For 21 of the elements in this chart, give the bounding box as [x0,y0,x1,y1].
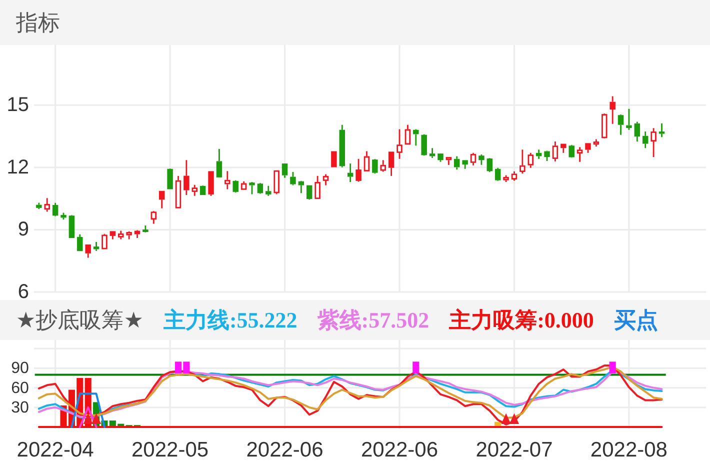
x-tick-label: 2022-08 [590,438,668,462]
y-tick-label: 60 [11,378,30,397]
bar [412,362,420,374]
y-tick-label: 30 [11,398,30,416]
text: 主力吸筹:0.000 [448,308,594,332]
y-tick-label: 9 [18,218,29,241]
y-tick-label: 15 [6,94,29,116]
chart-title: 指标 [15,10,60,35]
chart-title: ★抄底吸筹★ [16,308,144,332]
text: 紫线:57.502 [316,308,430,332]
y-tick-label: 6 [18,281,29,303]
y-tick-label: 90 [11,359,30,378]
text: 买点 [614,308,658,332]
x-tick-label: 2022-06 [246,438,324,462]
x-tick-label: 2022-05 [132,438,209,462]
series-label: 主力线:55.222 [162,308,298,332]
x-tick-label: 2022-07 [476,438,553,462]
bar [609,362,616,374]
x-tick-label: 2022-06 [360,438,438,462]
y-tick-label: 12 [6,156,29,178]
x-tick-label: 2022-04 [16,438,94,462]
